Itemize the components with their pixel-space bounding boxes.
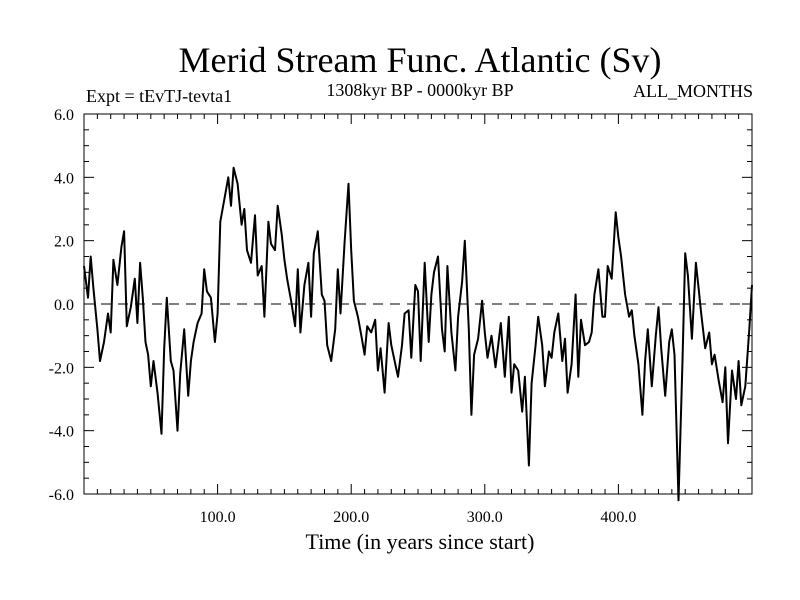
- y-tick-label: -2.0: [49, 360, 74, 377]
- subtitle-center: 1308kyr BP - 0000kyr BP: [326, 80, 513, 100]
- y-tick-label: 2.0: [54, 234, 74, 251]
- chart-title: Merid Stream Func. Atlantic (Sv): [179, 40, 662, 80]
- y-tick-label: 4.0: [54, 170, 74, 187]
- x-axis-label: Time (in years since start): [306, 529, 535, 554]
- series-line: [83, 166, 753, 502]
- y-tick-label: -6.0: [49, 487, 74, 504]
- x-tick-label: 200.0: [333, 509, 369, 526]
- x-tick-label: 400.0: [600, 509, 636, 526]
- y-tick-label: -4.0: [49, 424, 74, 441]
- y-tick-label: 6.0: [54, 107, 74, 124]
- y-ticks: -6.0 -4.0 -2.0 0.0 2.0 4.0 6.0: [49, 107, 752, 504]
- y-tick-label: 0.0: [54, 297, 74, 314]
- x-ticks: 100.0 200.0 300.0 400.0: [96, 114, 740, 526]
- x-tick-label: 100.0: [200, 509, 236, 526]
- x-tick-label: 300.0: [467, 509, 503, 526]
- subtitle-left: Expt = tEvTJ-tevta1: [86, 86, 232, 106]
- subtitle-right: ALL_MONTHS: [633, 81, 753, 101]
